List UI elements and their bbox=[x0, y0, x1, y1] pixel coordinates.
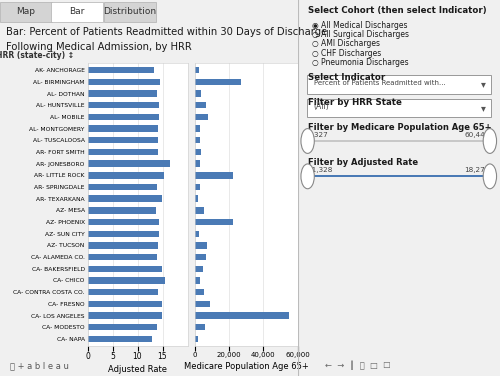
Bar bbox=[195, 196, 198, 202]
Bar bbox=[195, 289, 204, 296]
Bar bbox=[195, 219, 232, 225]
Text: Distribution: Distribution bbox=[104, 7, 156, 16]
Text: ○ CHF Discharges: ○ CHF Discharges bbox=[312, 49, 381, 58]
Bar bbox=[88, 336, 152, 342]
FancyBboxPatch shape bbox=[104, 2, 156, 22]
X-axis label: Adjusted Rate: Adjusted Rate bbox=[108, 365, 167, 374]
Text: Filter by Adjusted Rate: Filter by Adjusted Rate bbox=[308, 158, 418, 167]
Bar bbox=[88, 102, 158, 108]
Text: ○ All Surgical Discharges: ○ All Surgical Discharges bbox=[312, 30, 408, 39]
Bar bbox=[195, 312, 289, 319]
Text: ○ Pneumonia Discharges: ○ Pneumonia Discharges bbox=[312, 58, 408, 67]
Text: Select Cohort (then select Indicator): Select Cohort (then select Indicator) bbox=[308, 6, 486, 15]
Bar bbox=[195, 242, 207, 249]
Bar bbox=[195, 207, 204, 214]
Circle shape bbox=[483, 164, 496, 189]
FancyBboxPatch shape bbox=[50, 2, 102, 22]
Text: ○ AMI Discharges: ○ AMI Discharges bbox=[312, 39, 380, 49]
Bar bbox=[195, 324, 205, 331]
Text: 18,277: 18,277 bbox=[464, 167, 490, 173]
Bar bbox=[88, 230, 158, 237]
Text: Percent of Patients Readmitted with...: Percent of Patients Readmitted with... bbox=[314, 80, 446, 86]
FancyBboxPatch shape bbox=[308, 175, 490, 177]
Text: ▾: ▾ bbox=[482, 80, 486, 89]
Bar bbox=[195, 149, 201, 155]
Text: Following Medical Admission, by HRR: Following Medical Admission, by HRR bbox=[6, 42, 192, 52]
Bar bbox=[88, 161, 170, 167]
Text: Select Indicator: Select Indicator bbox=[308, 73, 385, 82]
Text: 11,328: 11,328 bbox=[308, 167, 333, 173]
Circle shape bbox=[301, 164, 314, 189]
Bar bbox=[88, 301, 162, 307]
Bar bbox=[195, 254, 206, 260]
FancyBboxPatch shape bbox=[306, 75, 491, 94]
Bar bbox=[195, 301, 210, 307]
Text: ⭘ + a b l e a u: ⭘ + a b l e a u bbox=[10, 361, 69, 370]
Bar bbox=[88, 79, 160, 85]
Bar bbox=[195, 184, 200, 190]
Bar bbox=[195, 277, 200, 284]
Bar bbox=[88, 289, 158, 296]
Bar bbox=[88, 312, 162, 319]
Text: Filter by Medicare Population Age 65+: Filter by Medicare Population Age 65+ bbox=[308, 123, 491, 132]
FancyBboxPatch shape bbox=[0, 2, 52, 22]
Bar bbox=[88, 242, 158, 249]
Text: Bar: Bar bbox=[69, 7, 84, 16]
Text: Map: Map bbox=[16, 7, 36, 16]
Bar bbox=[88, 277, 165, 284]
Bar bbox=[88, 184, 157, 190]
Bar bbox=[195, 114, 208, 120]
Text: ◉ All Medical Discharges: ◉ All Medical Discharges bbox=[312, 21, 407, 30]
Bar bbox=[88, 137, 158, 144]
Bar bbox=[195, 67, 199, 73]
Bar bbox=[195, 172, 232, 179]
Bar bbox=[88, 196, 162, 202]
Bar bbox=[195, 230, 200, 237]
Text: ←  →  ┃  ＄  □  ☐: ← → ┃ ＄ □ ☐ bbox=[325, 361, 390, 370]
Bar bbox=[88, 90, 156, 97]
Text: 60,449: 60,449 bbox=[464, 132, 490, 138]
FancyBboxPatch shape bbox=[308, 140, 490, 142]
Text: HRR (state-city) ↕: HRR (state-city) ↕ bbox=[0, 51, 74, 60]
Bar bbox=[195, 125, 200, 132]
Text: (All): (All) bbox=[314, 102, 330, 111]
Bar bbox=[88, 114, 159, 120]
FancyBboxPatch shape bbox=[306, 99, 491, 117]
Bar bbox=[195, 137, 200, 144]
Bar bbox=[88, 149, 158, 155]
Bar bbox=[88, 324, 157, 331]
Text: Bar: Percent of Patients Readmitted within 30 Days of Discharge: Bar: Percent of Patients Readmitted with… bbox=[6, 27, 327, 37]
Text: ▾: ▾ bbox=[482, 103, 486, 113]
Bar bbox=[88, 254, 157, 260]
Bar bbox=[88, 265, 162, 272]
Bar bbox=[195, 161, 200, 167]
Bar bbox=[88, 207, 156, 214]
Bar bbox=[195, 79, 241, 85]
Bar bbox=[88, 172, 164, 179]
Bar bbox=[88, 125, 158, 132]
Text: Filter by HRR State: Filter by HRR State bbox=[308, 98, 402, 107]
Text: 1,327: 1,327 bbox=[308, 132, 328, 138]
Bar bbox=[195, 90, 202, 97]
Bar bbox=[195, 265, 202, 272]
X-axis label: Medicare Population Age 65+: Medicare Population Age 65+ bbox=[184, 362, 308, 371]
Circle shape bbox=[301, 129, 314, 153]
Bar bbox=[88, 219, 159, 225]
Bar bbox=[88, 67, 154, 73]
Circle shape bbox=[483, 129, 496, 153]
Bar bbox=[195, 102, 206, 108]
Bar bbox=[195, 336, 198, 342]
